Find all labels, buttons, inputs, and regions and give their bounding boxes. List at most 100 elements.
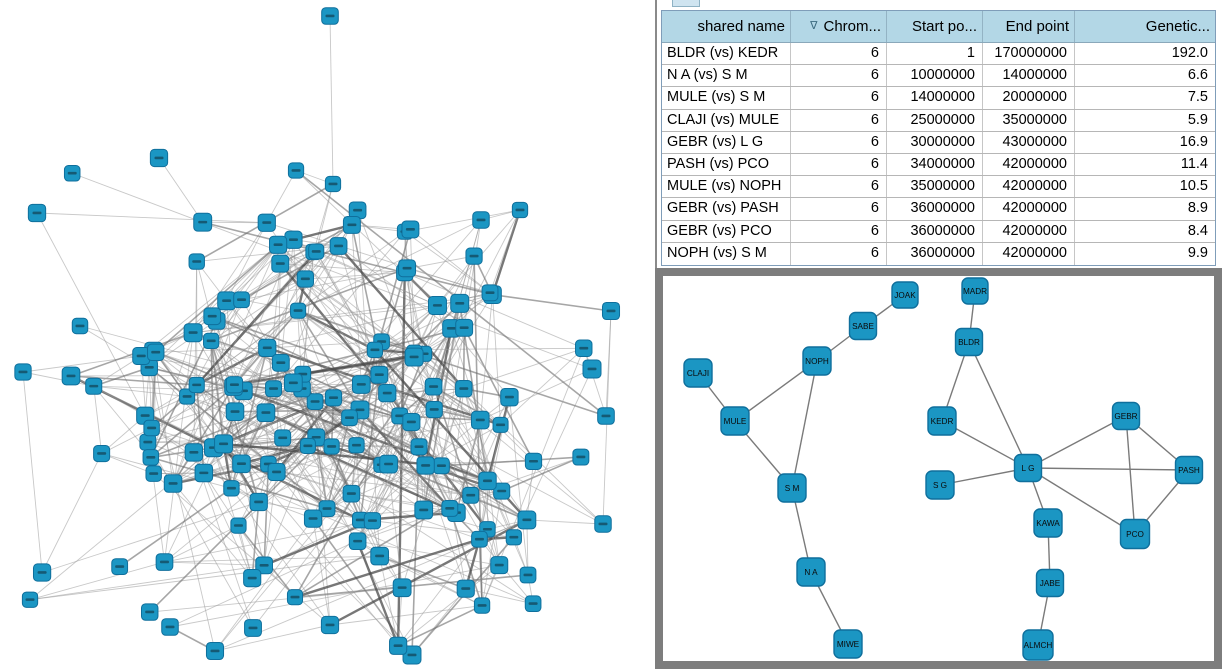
table-tab-fragment[interactable] xyxy=(672,0,700,7)
network-node[interactable] xyxy=(575,339,593,357)
network-node[interactable] xyxy=(404,347,424,367)
network-node[interactable] xyxy=(472,211,490,229)
network-edge[interactable] xyxy=(1027,415,1127,469)
network-node[interactable]: PCO xyxy=(1119,518,1151,550)
network-node[interactable] xyxy=(473,597,491,614)
network-node[interactable] xyxy=(249,492,268,512)
network-node[interactable] xyxy=(462,486,480,504)
network-node[interactable] xyxy=(284,230,303,249)
network-node[interactable] xyxy=(203,307,222,326)
network-node[interactable]: N A xyxy=(796,557,826,587)
network-node[interactable] xyxy=(233,291,250,309)
network-node[interactable]: PASH xyxy=(1174,455,1204,485)
network-node[interactable] xyxy=(471,530,488,548)
network-node[interactable] xyxy=(511,201,529,219)
network-node[interactable] xyxy=(283,373,303,393)
network-node[interactable] xyxy=(230,517,247,534)
network-node[interactable] xyxy=(594,515,612,533)
network-node[interactable] xyxy=(243,569,262,588)
network-node[interactable]: GEBR xyxy=(1111,401,1141,431)
main-network-canvas[interactable] xyxy=(0,0,655,669)
network-node[interactable] xyxy=(296,270,314,288)
network-node[interactable] xyxy=(455,318,474,337)
network-node[interactable] xyxy=(256,403,276,423)
network-node[interactable] xyxy=(519,566,537,584)
network-node[interactable] xyxy=(342,484,361,503)
network-node[interactable] xyxy=(517,510,537,530)
network-node[interactable] xyxy=(308,243,325,260)
network-node[interactable] xyxy=(329,237,348,255)
network-node[interactable]: MADR xyxy=(961,277,989,305)
table-row[interactable]: PASH (vs) PCO 6 34000000 42000000 11.4 xyxy=(662,153,1215,177)
table-row[interactable]: NOPH (vs) S M 6 36000000 42000000 9.9 xyxy=(662,242,1215,265)
network-node[interactable] xyxy=(225,376,244,394)
network-node[interactable] xyxy=(203,332,220,350)
network-node[interactable] xyxy=(93,445,111,463)
network-node[interactable] xyxy=(140,603,159,621)
network-edge[interactable] xyxy=(1027,467,1136,535)
network-node[interactable] xyxy=(287,162,305,179)
network-node[interactable] xyxy=(61,366,81,386)
network-node[interactable] xyxy=(401,220,420,239)
network-node[interactable] xyxy=(258,338,277,358)
network-edge[interactable] xyxy=(791,360,818,489)
network-node[interactable] xyxy=(161,618,179,636)
network-node[interactable] xyxy=(524,452,543,470)
network-node[interactable] xyxy=(139,433,157,451)
network-node[interactable]: CLAJI xyxy=(683,358,713,388)
network-node[interactable] xyxy=(370,546,389,566)
network-node[interactable] xyxy=(481,284,499,302)
network-node[interactable] xyxy=(370,365,389,384)
network-node[interactable] xyxy=(179,388,196,405)
network-node[interactable]: MULE xyxy=(720,406,750,436)
network-node[interactable] xyxy=(414,500,434,520)
network-node[interactable] xyxy=(416,456,435,475)
network-node[interactable] xyxy=(244,619,262,637)
network-node[interactable] xyxy=(582,359,602,379)
column-header-genetic[interactable]: Genetic... xyxy=(1075,11,1215,42)
network-edge[interactable] xyxy=(1125,415,1136,535)
network-node[interactable] xyxy=(147,343,165,362)
table-row[interactable]: GEBR (vs) PCO 6 36000000 42000000 8.4 xyxy=(662,220,1215,243)
network-node[interactable] xyxy=(455,379,473,398)
network-node[interactable] xyxy=(14,363,32,381)
network-node[interactable] xyxy=(324,389,343,407)
network-node[interactable] xyxy=(323,438,340,455)
network-node[interactable] xyxy=(424,377,443,396)
network-node[interactable] xyxy=(410,438,428,456)
network-node[interactable] xyxy=(342,215,361,234)
table-row[interactable]: MULE (vs) NOPH 6 35000000 42000000 10.5 xyxy=(662,176,1215,199)
network-node[interactable] xyxy=(71,317,89,335)
network-node[interactable] xyxy=(351,375,371,394)
network-node[interactable] xyxy=(271,353,290,372)
network-node[interactable] xyxy=(597,407,615,425)
network-node[interactable] xyxy=(366,341,384,358)
network-node[interactable] xyxy=(441,499,459,517)
network-node[interactable] xyxy=(572,448,590,466)
network-node[interactable] xyxy=(194,463,214,483)
network-node[interactable] xyxy=(290,302,307,319)
column-header-chromosome[interactable]: ∇ Chrom... xyxy=(791,11,887,42)
network-node[interactable]: SABE xyxy=(848,311,878,341)
network-node[interactable] xyxy=(493,482,511,500)
network-node[interactable] xyxy=(389,636,408,655)
network-node[interactable]: BLDR xyxy=(954,327,984,357)
network-node[interactable] xyxy=(378,384,397,403)
network-node[interactable] xyxy=(267,462,286,482)
network-node[interactable]: MIWE xyxy=(833,629,863,659)
network-node[interactable] xyxy=(427,295,447,315)
network-node[interactable] xyxy=(321,7,339,25)
network-node[interactable] xyxy=(348,437,365,454)
network-node[interactable] xyxy=(324,175,342,193)
network-node[interactable]: JABE xyxy=(1035,568,1065,598)
table-row[interactable]: N A (vs) S M 6 10000000 14000000 6.6 xyxy=(662,65,1215,88)
network-node[interactable] xyxy=(155,553,174,571)
network-node[interactable] xyxy=(465,247,483,265)
network-node[interactable] xyxy=(205,641,225,661)
network-node[interactable] xyxy=(500,388,519,407)
network-node[interactable] xyxy=(143,419,160,437)
network-node[interactable] xyxy=(223,480,240,497)
network-node[interactable]: KAWA xyxy=(1033,508,1063,538)
network-node[interactable] xyxy=(470,410,490,430)
network-node[interactable] xyxy=(188,376,205,394)
